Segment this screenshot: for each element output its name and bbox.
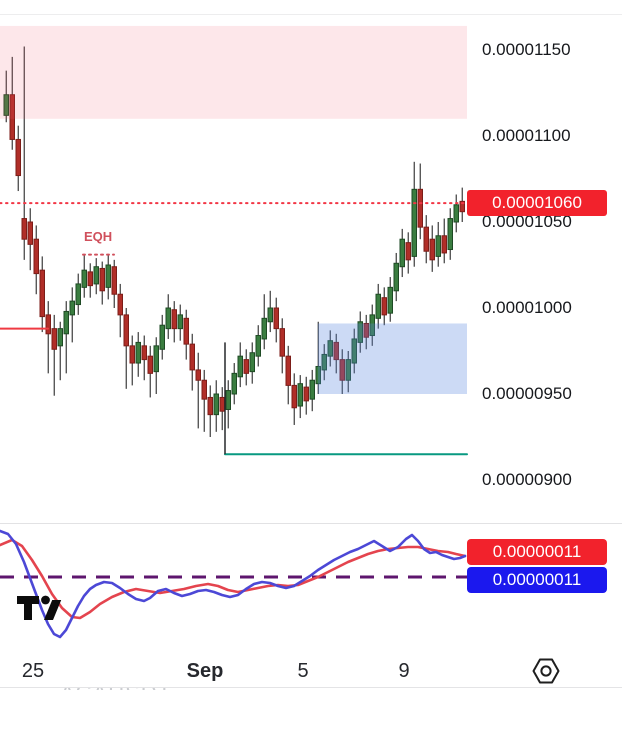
bottom-bar-separator: [0, 687, 622, 688]
top-hairline: [0, 14, 622, 15]
time-axis: 25 Sep 5 9: [0, 655, 622, 687]
hexagon-circle-icon: [532, 658, 560, 684]
indicator-blue-value-tag: 0.00000011: [467, 567, 607, 593]
price-axis-label: 0.00001050: [482, 212, 572, 231]
current-price-tag: 0.00001060: [467, 190, 607, 216]
indicator-red-value-tag: 0.00000011: [467, 539, 607, 565]
price-axis-label: 0.00000950: [482, 384, 572, 403]
price-axis-label: 0.00000900: [482, 470, 572, 489]
time-axis-tick: 25: [21, 660, 45, 682]
tradingview-logo: [17, 595, 62, 620]
time-axis-tick: Sep: [186, 660, 224, 682]
price-axis-label: 0.00001100: [482, 126, 571, 145]
price-axis-label: 0.00001150: [482, 40, 571, 59]
time-axis-tick: 5: [297, 660, 309, 682]
pane-separator: [0, 523, 622, 524]
eqh-annotation-label: EQH: [84, 229, 113, 244]
price-axis-label: 0.00001000: [482, 298, 572, 317]
magnet-mode-button[interactable]: [529, 654, 563, 688]
time-axis-tick: 9: [398, 660, 410, 682]
bottom-toolbar: PEPEUSDT 4H: [0, 690, 622, 752]
